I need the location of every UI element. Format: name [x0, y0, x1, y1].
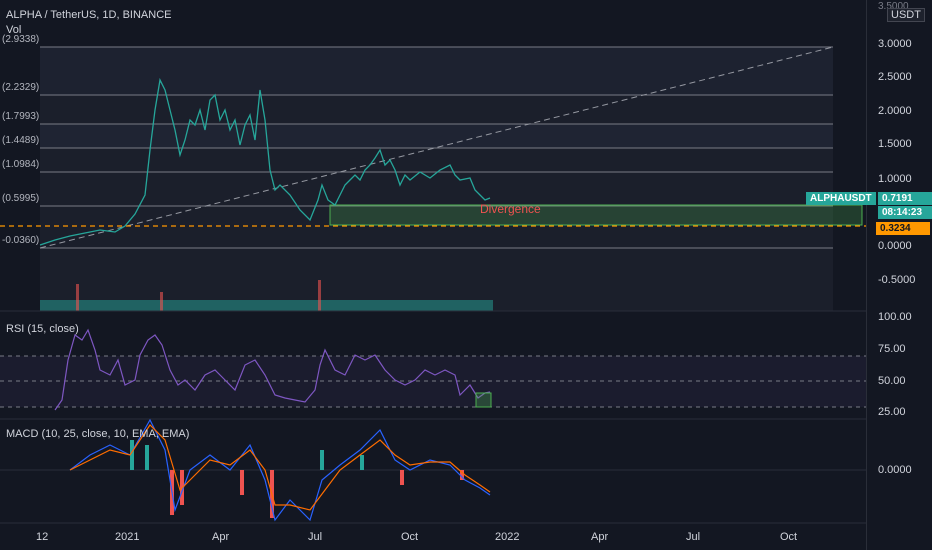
- fib-label-4: (1.4489): [2, 135, 40, 146]
- fib-label-5: (1.0984): [2, 159, 40, 170]
- chart-canvas[interactable]: [0, 0, 866, 550]
- currency-button[interactable]: USDT: [887, 8, 925, 22]
- last-price-badge: 0.7191: [878, 192, 932, 205]
- time-tick: Oct: [780, 531, 798, 543]
- volume-spikes: [76, 280, 321, 311]
- time-tick: 2022: [495, 531, 520, 543]
- price-tick-clipped: 3.5000: [878, 1, 909, 12]
- rsi-title: RSI (15, close): [6, 323, 79, 335]
- rsi-divergence-box[interactable]: [475, 392, 492, 408]
- fib-label-6: (0.5995): [2, 193, 40, 204]
- time-tick: Jul: [308, 531, 323, 543]
- countdown-badge: 08:14:23: [878, 206, 932, 219]
- time-tick: Apr: [212, 531, 230, 543]
- fib-band-1: [40, 47, 833, 95]
- price-tick: 1.0000: [878, 173, 912, 185]
- time-tick: Apr: [591, 531, 609, 543]
- price-series: [39, 77, 491, 246]
- support-box[interactable]: [329, 204, 863, 226]
- price-tick: 1.5000: [878, 138, 912, 150]
- fib-band-2: [40, 124, 833, 148]
- price-tick: 3.0000: [878, 38, 912, 50]
- price-tick: 0.0000: [878, 240, 912, 252]
- rsi-tick: 100.00: [878, 311, 912, 323]
- symbol-badge: ALPHAUSDT: [806, 192, 876, 205]
- time-tick: Jul: [686, 531, 701, 543]
- fib-label-3: (1.7993): [2, 111, 40, 122]
- divergence-label: Divergence: [480, 202, 541, 216]
- level-price-badge: 0.3234: [876, 222, 930, 235]
- signal-line: [69, 424, 491, 511]
- macd-title: MACD (10, 25, close, 10, EMA, EMA): [6, 428, 190, 440]
- price-tick: 2.0000: [878, 105, 912, 117]
- time-tick: Oct: [401, 531, 419, 543]
- volume-label: Vol: [6, 24, 22, 36]
- trendline[interactable]: [39, 46, 834, 249]
- macd-line: [69, 418, 491, 522]
- price-axis[interactable]: [866, 0, 932, 550]
- fib-lines: [40, 46, 833, 249]
- fib-label-2: (2.2329): [2, 82, 40, 93]
- price-tick: -0.5000: [878, 274, 916, 286]
- time-tick: 2021: [115, 531, 140, 543]
- time-tick: 12: [36, 531, 49, 543]
- fib-label-1: (2.9338): [2, 34, 40, 45]
- rsi-tick: 25.00: [878, 406, 906, 418]
- chart-title: ALPHA / TetherUS, 1D, BINANCE: [6, 9, 172, 21]
- rsi-tick: 50.00: [878, 375, 906, 387]
- fib-label-7: -0.0360): [2, 235, 40, 246]
- rsi-line: [54, 328, 491, 411]
- rsi-tick: 75.00: [878, 343, 906, 355]
- price-tick: 2.5000: [878, 71, 912, 83]
- volume-bars: [40, 300, 493, 311]
- macd-tick: 0.0000: [878, 464, 912, 476]
